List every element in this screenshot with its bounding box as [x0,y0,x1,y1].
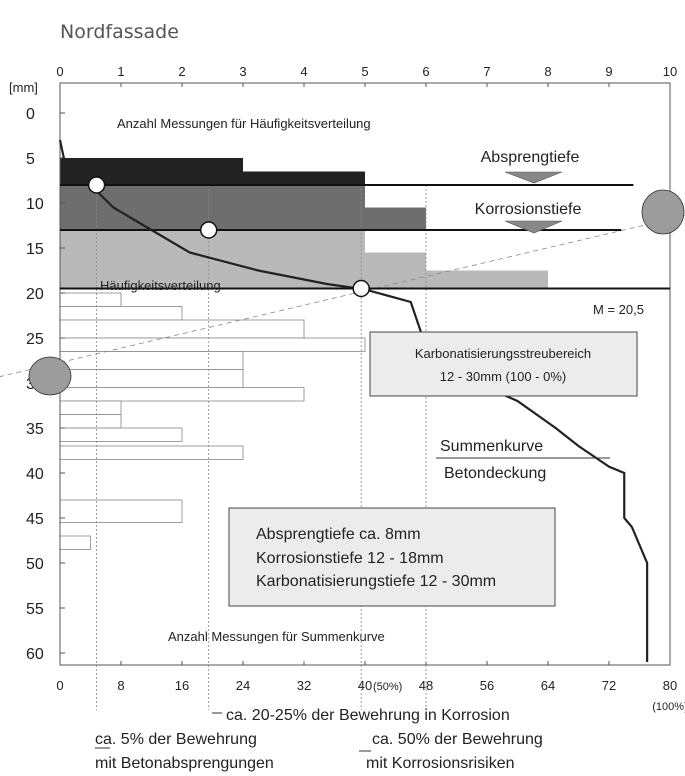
bottom-tick-label-72: 72 [602,678,616,693]
unit-label: [mm] [9,80,38,95]
left-tick-label-35: 35 [26,421,44,438]
left-tick-label-40: 40 [26,466,44,483]
bottom-tick-extra-40: (50%) [373,681,402,693]
left-tick-label-0: 0 [26,106,35,123]
m-value-label: M = 20,5 [593,302,644,317]
overlay-group: Absprengtiefe Korrosionstiefe Häufigkeitsv… [0,139,685,772]
page-title: Nordfassade [60,20,179,43]
top-tick-label-2: 2 [178,64,185,79]
frequency-bar-14 [59,400,122,415]
karbonatisierung-dashed-line [0,215,685,377]
karbo-box-line2: 12 - 30mm (100 - 0%) [440,369,566,384]
top-tick-label-9: 9 [605,64,612,79]
left-tick-label-10: 10 [26,196,44,213]
bottom-tick-extra-80: (100%) [652,701,685,713]
frequency-bar-10 [59,337,366,352]
frequency-bar-3 [60,207,426,230]
annotation-risiko-line2: mit Korrosionsrisiken [366,755,514,772]
info-box [228,507,556,607]
top-tick-label-0: 0 [56,64,63,79]
left-tick-label-20: 20 [26,286,44,303]
annotation-risiko-line1: ca. 50% der Bewehrung [372,731,543,748]
annotation-absprengung-line2: mit Betonabsprengungen [95,755,274,772]
karbo-box [369,331,638,397]
key-point-0 [87,176,106,194]
frequency-bar-12 [59,369,244,388]
absprengtiefe-arrow [504,171,563,184]
key-point-1 [199,221,218,239]
frequency-bar-0 [60,158,243,172]
summenkurve-label: Summenkurve [440,438,543,455]
bottom-axis-caption: Anzahl Messungen für Summenkurve [168,629,385,644]
haeufigkeit-label: Häufigkeitsverteilung [100,278,221,293]
top-tick-label-5: 5 [361,64,368,79]
bottom-tick-label-64: 64 [541,678,555,693]
korrosionstiefe-arrow [504,220,563,234]
bottom-tick-label-32: 32 [297,678,311,693]
frequency-bar-15 [59,414,122,429]
frequency-bar-4 [60,230,365,253]
left-tick-label-15: 15 [26,241,44,258]
top-tick-label-3: 3 [239,64,246,79]
frequency-bar-8 [59,306,183,321]
top-axis-caption: Anzahl Messungen für Häufigkeitsverteilu… [117,116,371,131]
frequency-bar-1 [60,171,365,185]
bottom-tick-label-16: 16 [175,678,189,693]
top-tick-label-4: 4 [300,64,307,79]
bottom-tick-label-0: 0 [56,678,63,693]
info-box-line2: Korrosionstiefe 12 - 18mm [256,550,444,567]
key-point-2 [352,279,370,298]
frequency-bar-5 [60,252,426,271]
karbo-box-line1: Karbonatisierungsstreubereich [415,346,591,361]
karbo-ellipse-left [28,356,72,396]
info-box-line3: Karbonatisierungstiefe 12 - 30mm [256,573,496,590]
frequency-bar-18 [59,499,183,523]
frequency-bar-11 [59,351,244,370]
frequency-bar-16 [59,427,183,442]
top-tick-label-7: 7 [483,64,490,79]
annotation-korrosion: ca. 20-25% der Bewehrung in Korrosion [226,707,510,724]
axes-group: 012345678910051015202530354045505560[mm]… [9,64,685,713]
left-tick-label-45: 45 [26,511,44,528]
annotation-absprengung-line1: ca. 5% der Bewehrung [95,731,257,748]
frequency-bar-2 [60,185,365,208]
top-tick-label-1: 1 [117,64,124,79]
left-tick-label-50: 50 [26,556,44,573]
info-box-line1: Absprengtiefe ca. 8mm [256,526,421,543]
left-tick-label-55: 55 [26,601,44,618]
left-tick-label-5: 5 [26,151,35,168]
bottom-tick-label-80: 80 [663,678,677,693]
bottom-tick-label-56: 56 [480,678,494,693]
karbo-ellipse-right [641,189,685,235]
top-tick-label-10: 10 [663,64,677,79]
top-tick-label-8: 8 [544,64,551,79]
absprengtiefe-label: Absprengtiefe [481,149,580,166]
korrosionstiefe-label: Korrosionstiefe [475,201,582,218]
frequency-bar-19 [59,535,91,550]
left-tick-label-60: 60 [26,646,44,663]
left-tick-label-25: 25 [26,331,44,348]
top-tick-label-6: 6 [422,64,429,79]
betondeckung-label: Betondeckung [444,465,546,482]
bottom-tick-label-24: 24 [236,678,250,693]
frequency-bar-17 [59,445,244,460]
frequency-bar-7 [59,292,122,307]
bottom-tick-label-40: 40 [358,678,372,693]
bottom-tick-label-8: 8 [117,678,124,693]
